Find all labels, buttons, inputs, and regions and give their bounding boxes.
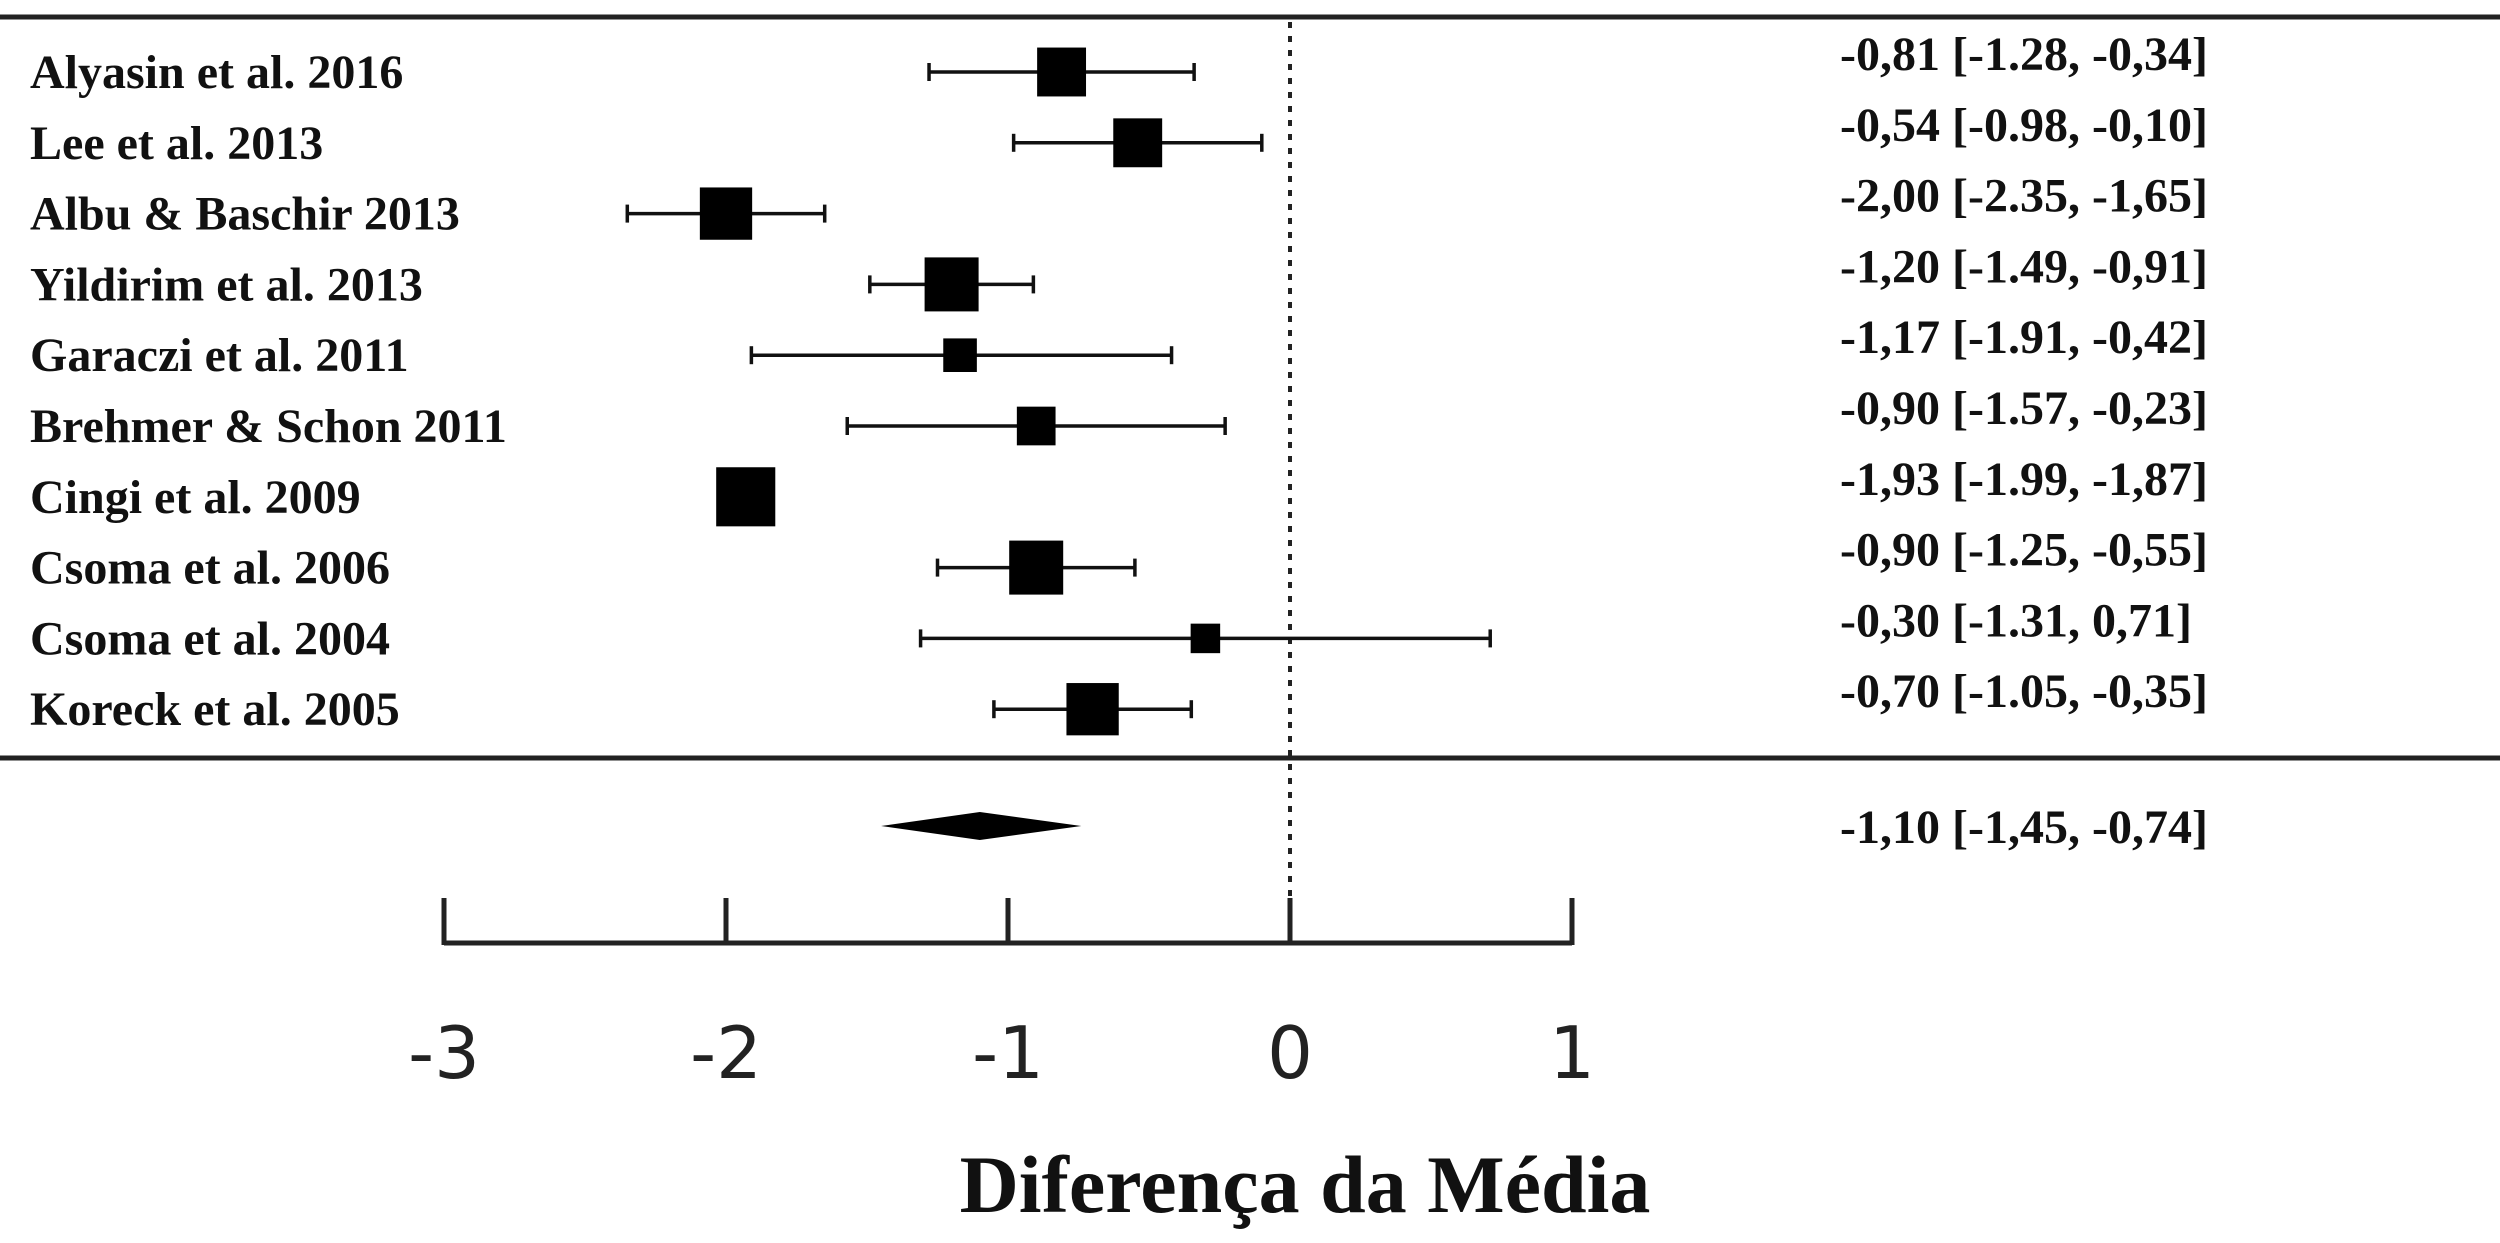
x-axis-title: Diferença da Média <box>960 1139 1651 1230</box>
study-label: Csoma et al. 2006 <box>30 542 390 595</box>
point-estimate-square <box>1037 47 1087 97</box>
study-ci-label: -0,81 [-1.28, -0,34] <box>1840 28 2208 81</box>
study-labels: Alyasin et al. 2016 Lee et al. 2013 Albu &… <box>30 46 507 736</box>
study-label: Lee et al. 2013 <box>30 117 323 170</box>
x-tick-label: -3 <box>408 1011 480 1095</box>
study-label: Csoma et al. 2004 <box>30 612 390 665</box>
summary-group: -1,10 [-1,45, -0,74] <box>881 801 2208 854</box>
plot-frame <box>0 14 2500 761</box>
point-estimate-square <box>1009 540 1064 595</box>
x-tick-label: 1 <box>1549 1011 1595 1095</box>
point-estimate-square <box>1066 683 1119 736</box>
point-estimate-square <box>1016 406 1056 446</box>
x-tick-label: -1 <box>972 1011 1044 1095</box>
point-estimate-square <box>1113 118 1163 168</box>
summary-ci-label: -1,10 [-1,45, -0,74] <box>1840 801 2208 854</box>
x-axis: -3 -2 -1 0 1 <box>408 898 1595 1095</box>
study-ci-label: -1,20 [-1.49, -0,91] <box>1840 240 2208 293</box>
ci-labels: -0,81 [-1.28, -0,34] -0,54 [-0.98, -0,10]… <box>1840 28 2208 718</box>
study-ci-label: -0,70 [-1.05, -0,35] <box>1840 665 2208 718</box>
point-estimate-square <box>1190 623 1221 654</box>
study-label: Yildirim et al. 2013 <box>30 258 423 311</box>
study-ci-label: -0,30 [-1.31, 0,71] <box>1840 594 2192 647</box>
study-ci-label: -0,90 [-1.57, -0,23] <box>1840 382 2208 435</box>
point-estimate-square <box>943 338 977 372</box>
study-label: Albu & Baschir 2013 <box>30 188 460 241</box>
study-ci-label: -1,17 [-1.91, -0,42] <box>1840 311 2208 364</box>
study-label: Brehmer & Schon 2011 <box>30 400 507 453</box>
x-tick-label: 0 <box>1267 1011 1313 1095</box>
study-ci-label: -2,00 [-2.35, -1,65] <box>1840 170 2208 223</box>
study-ci-label: -1,93 [-1.99, -1,87] <box>1840 453 2208 506</box>
study-label: Cingi et al. 2009 <box>30 471 361 524</box>
study-label: Alyasin et al. 2016 <box>30 46 403 99</box>
x-tick-label: -2 <box>690 1011 762 1095</box>
study-ci-label: -0,54 [-0.98, -0,10] <box>1840 99 2208 152</box>
study-label: Garaczi et al. 2011 <box>30 329 409 382</box>
study-marks <box>625 47 1492 736</box>
summary-diamond <box>881 812 1082 840</box>
point-estimate-square <box>924 257 979 312</box>
study-ci-label: -0,90 [-1.25, -0,55] <box>1840 524 2208 577</box>
study-label: Koreck et al. 2005 <box>30 683 400 736</box>
point-estimate-square <box>699 187 753 240</box>
point-estimate-square <box>716 467 776 527</box>
